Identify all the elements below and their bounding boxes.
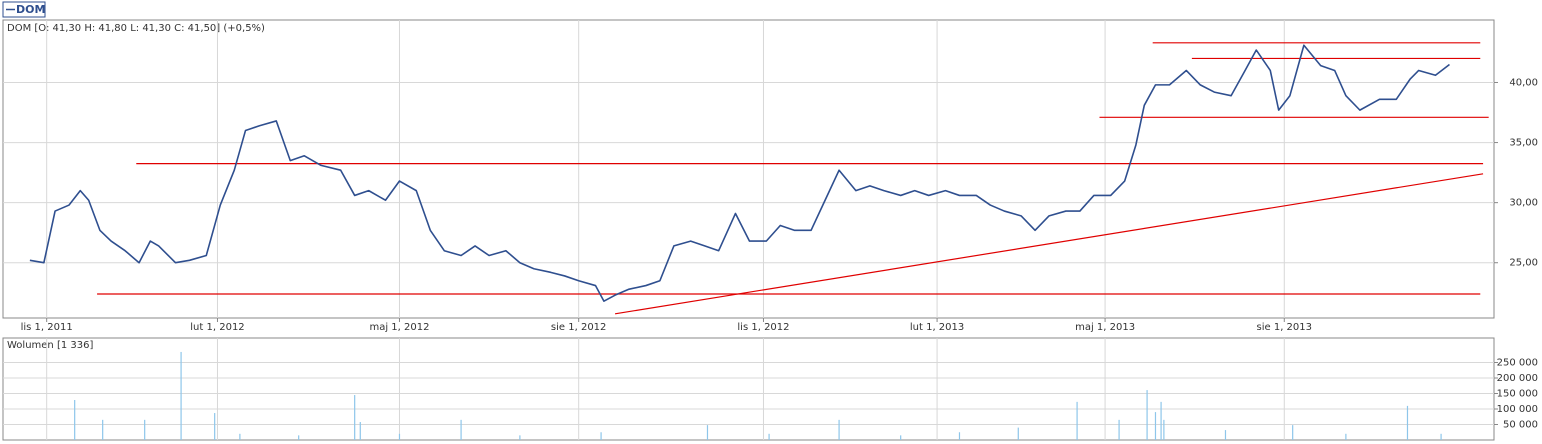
volume-bar [1406, 405, 1409, 440]
x-tick-label: sie 1, 2013 [1257, 322, 1313, 333]
volume-bar [354, 395, 356, 440]
volume-panel [2, 337, 1495, 441]
y-tick-label: 200 000 [1497, 373, 1538, 384]
volume-bar [1292, 425, 1294, 440]
volume-bar [519, 435, 521, 440]
volume-bar [74, 400, 76, 440]
x-tick-label: maj 1, 2012 [369, 322, 429, 333]
x-tick-label: lut 1, 2012 [190, 322, 244, 333]
legend-box[interactable] [2, 1, 46, 18]
volume-bar [239, 433, 241, 440]
price-line [29, 44, 1450, 302]
volume-title: Wolumen [1 336] [7, 340, 93, 351]
y-tick-label: 50 000 [1503, 419, 1538, 430]
x-tick-label: lut 1, 2013 [910, 322, 964, 333]
volume-bar [1224, 430, 1227, 440]
volume-bar [102, 419, 104, 440]
volume-bar [1163, 419, 1165, 440]
legend-label[interactable]: DOM [16, 3, 45, 16]
volume-bar [460, 419, 462, 440]
y-tick-label: 250 000 [1497, 357, 1538, 368]
y-tick-label: 35,00 [1509, 138, 1538, 149]
x-tick-label: lis 1, 2011 [21, 322, 73, 333]
y-tick-label: 30,00 [1509, 198, 1538, 209]
volume-bar [180, 351, 182, 440]
volume-bar [144, 419, 146, 440]
plot-layer: lis 1, 2011 lut 1, 2012 maj 1, 2012 sie 1, … [3, 20, 1538, 440]
volume-bar [1017, 427, 1019, 440]
volume-bar [900, 435, 902, 440]
volume-bar [1160, 401, 1162, 440]
volume-bar [1345, 433, 1347, 440]
price-panel [2, 19, 1495, 319]
x-tick-label: maj 1, 2013 [1075, 322, 1135, 333]
chart-subtitle: DOM [O: 41,30 H: 41,80 L: 41,30 C: 41,50… [7, 23, 265, 34]
volume-bar [600, 432, 602, 440]
volume-bar [1154, 412, 1157, 440]
x-tick-label: lis 1, 2012 [737, 322, 789, 333]
legend[interactable]: DOM [2, 1, 46, 18]
y-tick-label: 25,00 [1509, 258, 1538, 269]
volume-bar [298, 435, 300, 440]
y-tick-label: 100 000 [1497, 404, 1538, 415]
y-tick-label: 40,00 [1509, 77, 1538, 88]
volume-bar [838, 419, 840, 440]
volume-bar [958, 432, 961, 440]
x-tick-label: sie 1, 2012 [551, 322, 607, 333]
volume-bar [768, 433, 770, 440]
volume-bar [398, 433, 401, 440]
volume-bar [1118, 419, 1120, 440]
volume-bar [706, 425, 709, 440]
volume-bar [1076, 401, 1078, 440]
volume-bar [1440, 433, 1442, 440]
volume-bar [1146, 390, 1148, 440]
trend-line [614, 173, 1484, 315]
volume-bar [359, 422, 361, 440]
volume-bar [214, 413, 216, 440]
y-tick-label: 150 000 [1497, 388, 1538, 399]
